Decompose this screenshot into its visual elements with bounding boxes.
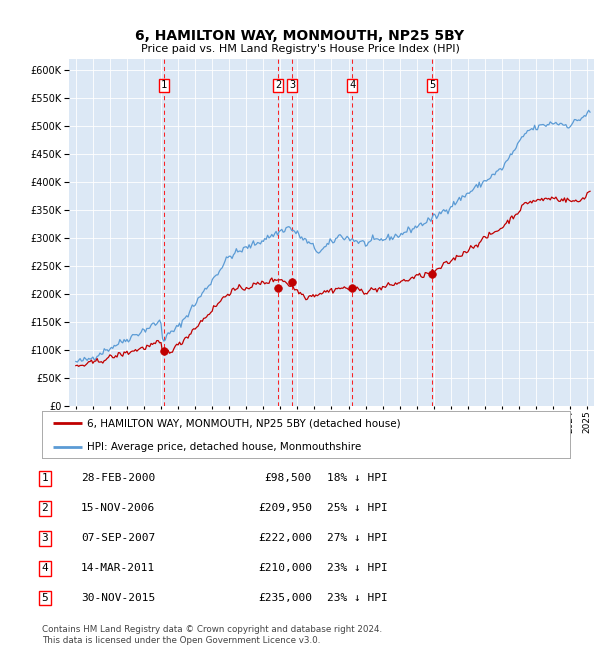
Text: 6, HAMILTON WAY, MONMOUTH, NP25 5BY (detached house): 6, HAMILTON WAY, MONMOUTH, NP25 5BY (det…: [87, 418, 401, 428]
Text: 23% ↓ HPI: 23% ↓ HPI: [327, 593, 388, 603]
Text: 15-NOV-2006: 15-NOV-2006: [81, 503, 155, 514]
Text: 23% ↓ HPI: 23% ↓ HPI: [327, 563, 388, 573]
Text: 1: 1: [41, 473, 49, 484]
Text: 27% ↓ HPI: 27% ↓ HPI: [327, 533, 388, 543]
Text: 4: 4: [41, 563, 49, 573]
Text: 3: 3: [41, 533, 49, 543]
Text: 2: 2: [275, 81, 281, 90]
Text: 07-SEP-2007: 07-SEP-2007: [81, 533, 155, 543]
Text: 6, HAMILTON WAY, MONMOUTH, NP25 5BY: 6, HAMILTON WAY, MONMOUTH, NP25 5BY: [136, 29, 464, 44]
Text: £222,000: £222,000: [258, 533, 312, 543]
Text: Price paid vs. HM Land Registry's House Price Index (HPI): Price paid vs. HM Land Registry's House …: [140, 44, 460, 54]
Text: 2: 2: [41, 503, 49, 514]
Text: 5: 5: [429, 81, 436, 90]
Text: £209,950: £209,950: [258, 503, 312, 514]
Text: 3: 3: [289, 81, 295, 90]
Text: £210,000: £210,000: [258, 563, 312, 573]
Text: £235,000: £235,000: [258, 593, 312, 603]
Text: Contains HM Land Registry data © Crown copyright and database right 2024.
This d: Contains HM Land Registry data © Crown c…: [42, 625, 382, 645]
Text: 30-NOV-2015: 30-NOV-2015: [81, 593, 155, 603]
Text: 25% ↓ HPI: 25% ↓ HPI: [327, 503, 388, 514]
Text: 4: 4: [349, 81, 355, 90]
Text: 18% ↓ HPI: 18% ↓ HPI: [327, 473, 388, 484]
Text: 1: 1: [160, 81, 167, 90]
Text: 5: 5: [41, 593, 49, 603]
Text: £98,500: £98,500: [265, 473, 312, 484]
Text: 28-FEB-2000: 28-FEB-2000: [81, 473, 155, 484]
Text: HPI: Average price, detached house, Monmouthshire: HPI: Average price, detached house, Monm…: [87, 441, 361, 452]
Text: 14-MAR-2011: 14-MAR-2011: [81, 563, 155, 573]
